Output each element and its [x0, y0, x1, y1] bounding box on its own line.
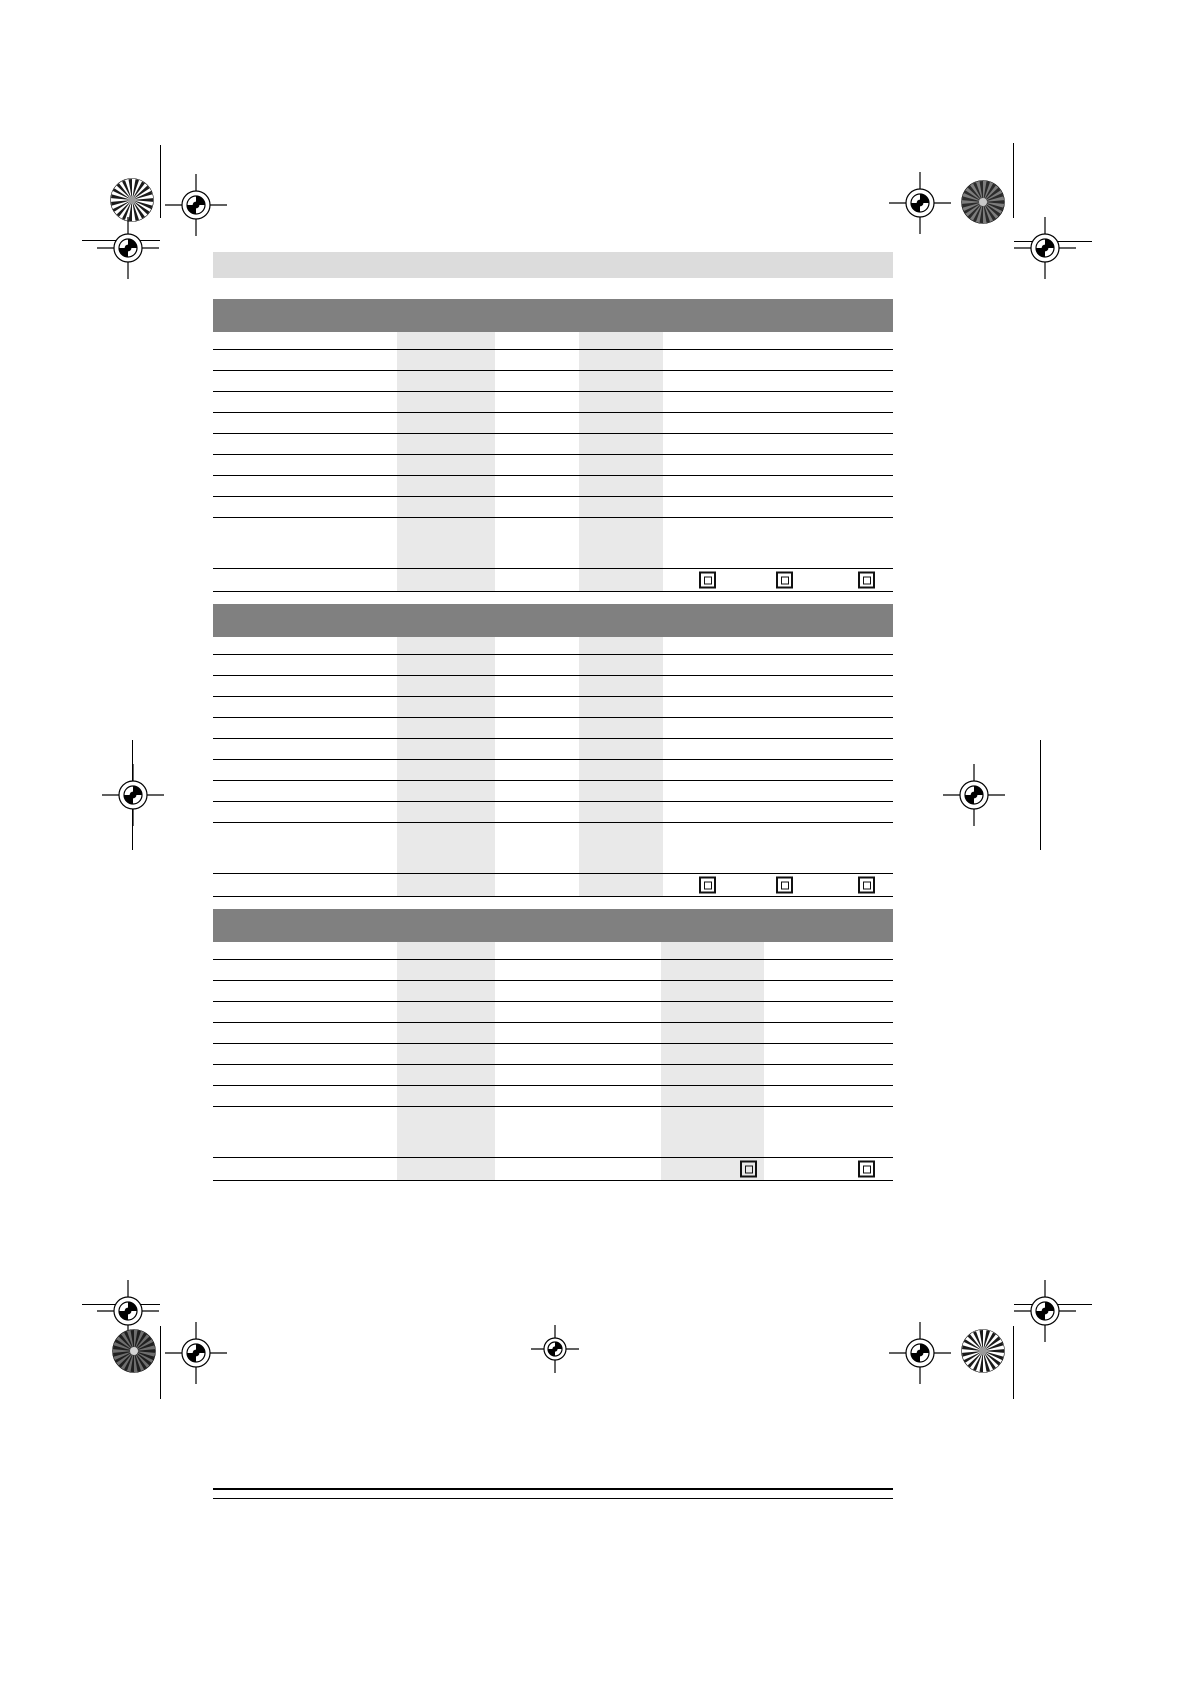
trim-line [160, 1326, 162, 1399]
section-header-1 [213, 299, 893, 332]
class-2-double-insulation-symbol [858, 1160, 875, 1178]
registration-mark-icon [941, 762, 1007, 828]
table-symbol-row [213, 873, 893, 897]
registration-mark-icon [1012, 1278, 1078, 1344]
table-row [213, 802, 893, 823]
table-row [213, 760, 893, 781]
star-target-icon [112, 1329, 156, 1373]
trim-line [1040, 740, 1042, 850]
star-target-icon [961, 180, 1005, 224]
star-target-icon [961, 1329, 1005, 1373]
page-content [213, 252, 893, 1181]
spec-table-2 [213, 604, 893, 897]
section-header-3 [213, 909, 893, 942]
table-row [213, 1107, 893, 1157]
page-footer [213, 1488, 893, 1500]
table-row [213, 497, 893, 518]
table-row [213, 697, 893, 718]
table-symbol-row [213, 1157, 893, 1181]
table-row [213, 676, 893, 697]
table-row [213, 1023, 893, 1044]
table-row [213, 823, 893, 873]
table-row [213, 655, 893, 676]
class-2-double-insulation-symbol [776, 571, 793, 589]
spec-table-3 [213, 909, 893, 1181]
table-symbol-row [213, 568, 893, 592]
star-target-icon [110, 178, 154, 222]
class-2-double-insulation-symbol [699, 876, 716, 894]
table-row [213, 1002, 893, 1023]
table-row [213, 413, 893, 434]
table-row [213, 781, 893, 802]
registration-mark-icon [887, 1320, 953, 1386]
registration-mark-icon [100, 762, 166, 828]
class-2-double-insulation-symbol [858, 571, 875, 589]
class-2-double-insulation-symbol [858, 876, 875, 894]
registration-mark-icon [163, 1320, 229, 1386]
table-row [213, 434, 893, 455]
trim-line [1013, 143, 1015, 218]
table-row [213, 981, 893, 1002]
table-row [213, 942, 893, 960]
table-row [213, 718, 893, 739]
table-row [213, 392, 893, 413]
footer-rule-top [213, 1488, 893, 1490]
table-row [213, 350, 893, 371]
page-title-bar [213, 252, 893, 278]
table-rows-3 [213, 942, 893, 1181]
section-header-2 [213, 604, 893, 637]
table-row [213, 637, 893, 655]
registration-mark-icon [95, 215, 161, 281]
table-row [213, 332, 893, 350]
table-row [213, 476, 893, 497]
registration-mark-icon [1012, 215, 1078, 281]
table-rows-1 [213, 332, 893, 592]
registration-mark-icon [163, 172, 229, 238]
registration-mark-icon [529, 1323, 581, 1375]
table-row [213, 1086, 893, 1107]
table-row [213, 455, 893, 476]
table-row [213, 739, 893, 760]
registration-mark-icon [887, 170, 953, 236]
class-2-double-insulation-symbol [740, 1160, 757, 1178]
trim-line [160, 145, 162, 218]
footer-rule-bottom [213, 1497, 893, 1500]
table-row [213, 1044, 893, 1065]
table-rows-2 [213, 637, 893, 897]
table-row [213, 518, 893, 568]
trim-line [1013, 1326, 1015, 1399]
table-row [213, 371, 893, 392]
table-row [213, 1065, 893, 1086]
table-row [213, 960, 893, 981]
spec-table-1 [213, 299, 893, 592]
class-2-double-insulation-symbol [776, 876, 793, 894]
class-2-double-insulation-symbol [699, 571, 716, 589]
registration-mark-icon [95, 1278, 161, 1344]
